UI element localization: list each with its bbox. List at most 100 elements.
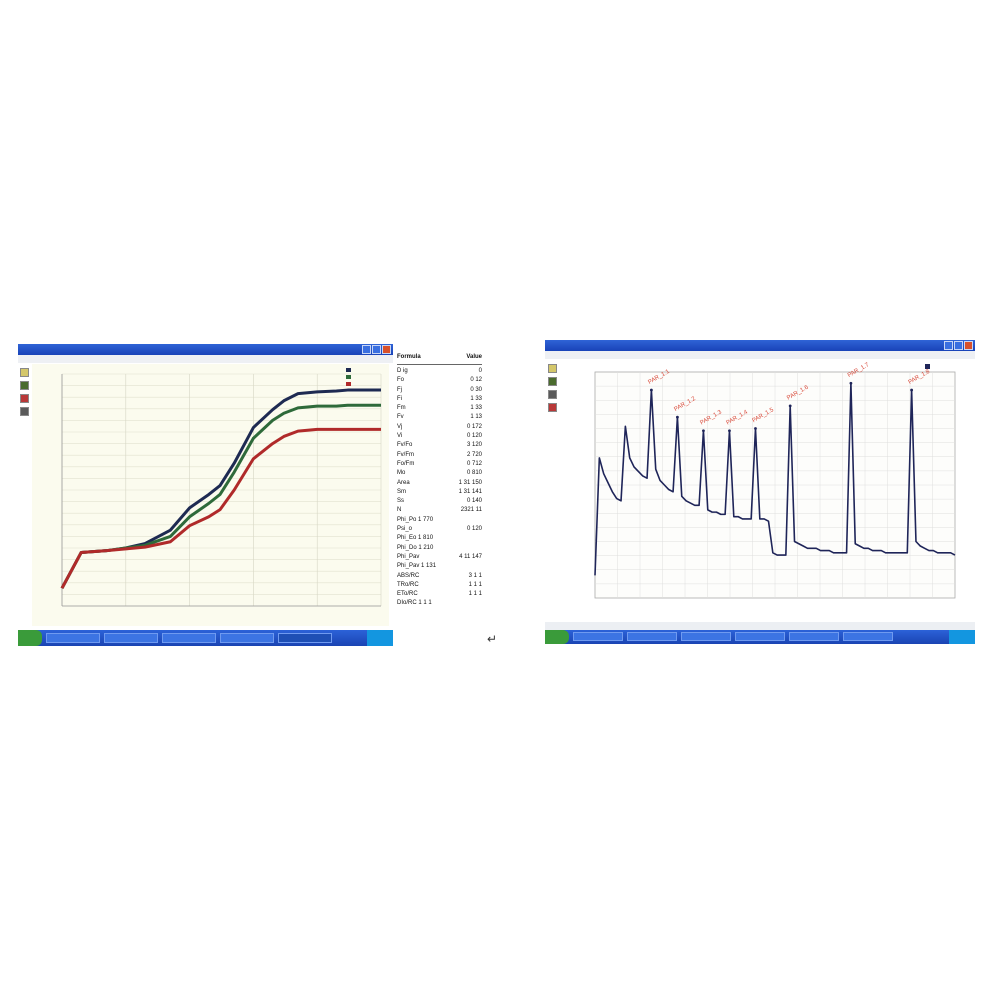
tool-save-icon[interactable] bbox=[20, 407, 29, 416]
left-menu-bar bbox=[18, 355, 393, 363]
peak-marker bbox=[788, 404, 792, 408]
minimize-button[interactable] bbox=[944, 341, 953, 350]
parameter-name: Phi_Pav bbox=[397, 553, 420, 560]
parameter-row: D ig 0 bbox=[397, 367, 482, 376]
parameter-rows: D ig 0 Fo 0 12 Fj 0 30 Fi 1 33 Fm 1 33 Fv 1 13 Vj 0 1… bbox=[397, 367, 482, 609]
parameter-value: 0 810 bbox=[466, 470, 482, 477]
parameter-row: DIo/RC 1 1 1 bbox=[397, 599, 482, 608]
parameter-value: 1 31 150 bbox=[458, 479, 482, 486]
parameter-name: Ss bbox=[397, 498, 405, 505]
parameter-value: 0 30 bbox=[470, 386, 482, 393]
parameter-value: 1 33 bbox=[470, 395, 482, 402]
parameter-name: TRo/RC bbox=[397, 581, 419, 588]
taskbar-item[interactable] bbox=[104, 633, 158, 643]
parameter-row: Fm 1 33 bbox=[397, 404, 482, 413]
tool-save-icon[interactable] bbox=[548, 390, 557, 399]
parameter-row: Phi_Pav 1 131 bbox=[397, 562, 482, 571]
taskbar-item[interactable] bbox=[681, 632, 731, 641]
left-taskbar bbox=[18, 630, 393, 646]
parameter-name: Fm bbox=[397, 405, 406, 412]
peak-marker bbox=[849, 381, 853, 385]
parameter-row: Area 1 31 150 bbox=[397, 479, 482, 488]
parameter-row: Fi 1 33 bbox=[397, 395, 482, 404]
parameter-name: Area bbox=[397, 479, 410, 486]
return-arrow-icon: ↵ bbox=[487, 632, 498, 646]
parameter-value: 0 bbox=[478, 368, 482, 374]
parameter-name: DIo/RC 1 1 1 bbox=[397, 600, 432, 607]
legend-swatch-3 bbox=[346, 382, 351, 386]
parameter-row: Phi_Po 1 770 bbox=[397, 516, 482, 525]
parameter-value: 0 140 bbox=[466, 498, 482, 505]
right-status-bar bbox=[545, 622, 975, 630]
peak-marker bbox=[910, 388, 914, 392]
legend-swatch bbox=[925, 364, 930, 369]
header-value: Value bbox=[466, 354, 482, 360]
parameter-value: 3 120 bbox=[466, 442, 482, 449]
peak-marker bbox=[702, 429, 705, 433]
maximize-button[interactable] bbox=[954, 341, 963, 350]
parameter-name: Phi_Po 1 770 bbox=[397, 516, 434, 523]
fluorescence-chart bbox=[32, 364, 389, 626]
tool-chart-icon[interactable] bbox=[20, 381, 29, 390]
left-screenshot bbox=[18, 344, 393, 646]
parameter-row: Phi_Eo 1 810 bbox=[397, 534, 482, 543]
right-toolbar bbox=[548, 364, 557, 412]
parameter-row: Mo 0 810 bbox=[397, 469, 482, 478]
parameter-row: Fv/Fm 2 720 bbox=[397, 451, 482, 460]
parameter-row: ETo/RC 1 1 1 bbox=[397, 590, 482, 599]
parameter-row: N 2321 11 bbox=[397, 506, 482, 515]
parameter-row: Vj 0 172 bbox=[397, 423, 482, 432]
taskbar-item[interactable] bbox=[789, 632, 839, 641]
parameter-row: Phi_Pav 4 11 147 bbox=[397, 553, 482, 562]
system-tray bbox=[367, 630, 393, 646]
taskbar-item[interactable] bbox=[627, 632, 677, 641]
parameter-name: Fj bbox=[397, 386, 402, 393]
peak-marker bbox=[649, 388, 653, 392]
tool-open-icon[interactable] bbox=[548, 364, 557, 373]
parameter-value: 4 11 147 bbox=[459, 553, 482, 560]
parameter-row: ABS/RC 3 1 1 bbox=[397, 572, 482, 581]
parameter-name: N bbox=[397, 507, 402, 514]
parameter-row: TRo/RC 1 1 1 bbox=[397, 581, 482, 590]
tool-chart-icon[interactable] bbox=[548, 377, 557, 386]
parameter-row: Fo/Fm 0 712 bbox=[397, 460, 482, 469]
parameter-value: 0 712 bbox=[466, 460, 482, 467]
right-title-bar bbox=[545, 340, 975, 351]
right-window-buttons bbox=[944, 341, 973, 350]
close-button[interactable] bbox=[964, 341, 973, 350]
taskbar-item[interactable] bbox=[162, 633, 216, 643]
peak-marker bbox=[676, 415, 679, 419]
parameter-table-header: Formula Value bbox=[397, 354, 482, 365]
tool-record-icon[interactable] bbox=[548, 403, 557, 412]
parameter-row: Vi 0 120 bbox=[397, 432, 482, 441]
induction-line bbox=[594, 382, 956, 576]
parameter-name: Fi bbox=[397, 395, 402, 402]
parameter-name: Phi_Do 1 210 bbox=[397, 544, 434, 551]
parameter-table: Formula Value D ig 0 Fo 0 12 Fj 0 30 Fi 1 33 Fm 1… bbox=[397, 354, 482, 609]
close-button[interactable] bbox=[382, 345, 391, 354]
legend-swatch-1 bbox=[346, 368, 351, 372]
minimize-button[interactable] bbox=[362, 345, 371, 354]
taskbar-item[interactable] bbox=[278, 633, 332, 643]
parameter-name: Vj bbox=[397, 423, 403, 430]
taskbar-item[interactable] bbox=[735, 632, 785, 641]
tool-record-icon[interactable] bbox=[20, 394, 29, 403]
left-toolbar bbox=[20, 368, 29, 416]
parameter-value: 0 120 bbox=[466, 433, 482, 440]
taskbar-item[interactable] bbox=[573, 632, 623, 641]
left-window-buttons bbox=[362, 345, 391, 354]
chart-legend bbox=[346, 368, 351, 386]
parameter-row: Sm 1 31 141 bbox=[397, 488, 482, 497]
start-button[interactable] bbox=[18, 630, 42, 646]
parameter-value: 1 13 bbox=[470, 414, 482, 421]
start-button[interactable] bbox=[545, 630, 569, 644]
taskbar-item[interactable] bbox=[220, 633, 274, 643]
maximize-button[interactable] bbox=[372, 345, 381, 354]
parameter-value: 1 31 141 bbox=[458, 488, 482, 495]
tool-open-icon[interactable] bbox=[20, 368, 29, 377]
parameter-name: Fv/Fo bbox=[397, 442, 413, 449]
taskbar-item[interactable] bbox=[843, 632, 893, 641]
parameter-row: Phi_Do 1 210 bbox=[397, 544, 482, 553]
taskbar-item[interactable] bbox=[46, 633, 100, 643]
